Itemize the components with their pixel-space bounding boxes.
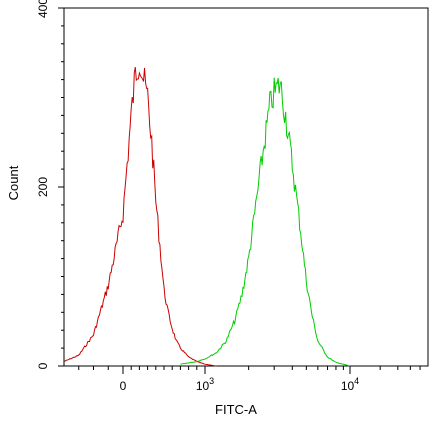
- x-axis-title: FITC-A: [215, 402, 257, 417]
- x-tick-label: 104: [341, 376, 359, 393]
- histogram-series-1: [63, 67, 217, 367]
- y-tick-label: 400: [36, 0, 50, 18]
- y-axis-title: Count: [6, 165, 21, 200]
- plot-frame: [63, 7, 429, 367]
- x-tick-label: 103: [196, 376, 214, 393]
- x-axis-ticks: 0 103 104: [78, 366, 421, 393]
- y-tick-label: 0: [36, 362, 50, 369]
- histogram-curves: [63, 67, 351, 367]
- histogram-series-2: [180, 77, 351, 367]
- y-tick-label: 200: [36, 177, 50, 197]
- y-axis-ticks: 0 200 400: [36, 0, 64, 369]
- x-tick-label: 0: [120, 379, 127, 393]
